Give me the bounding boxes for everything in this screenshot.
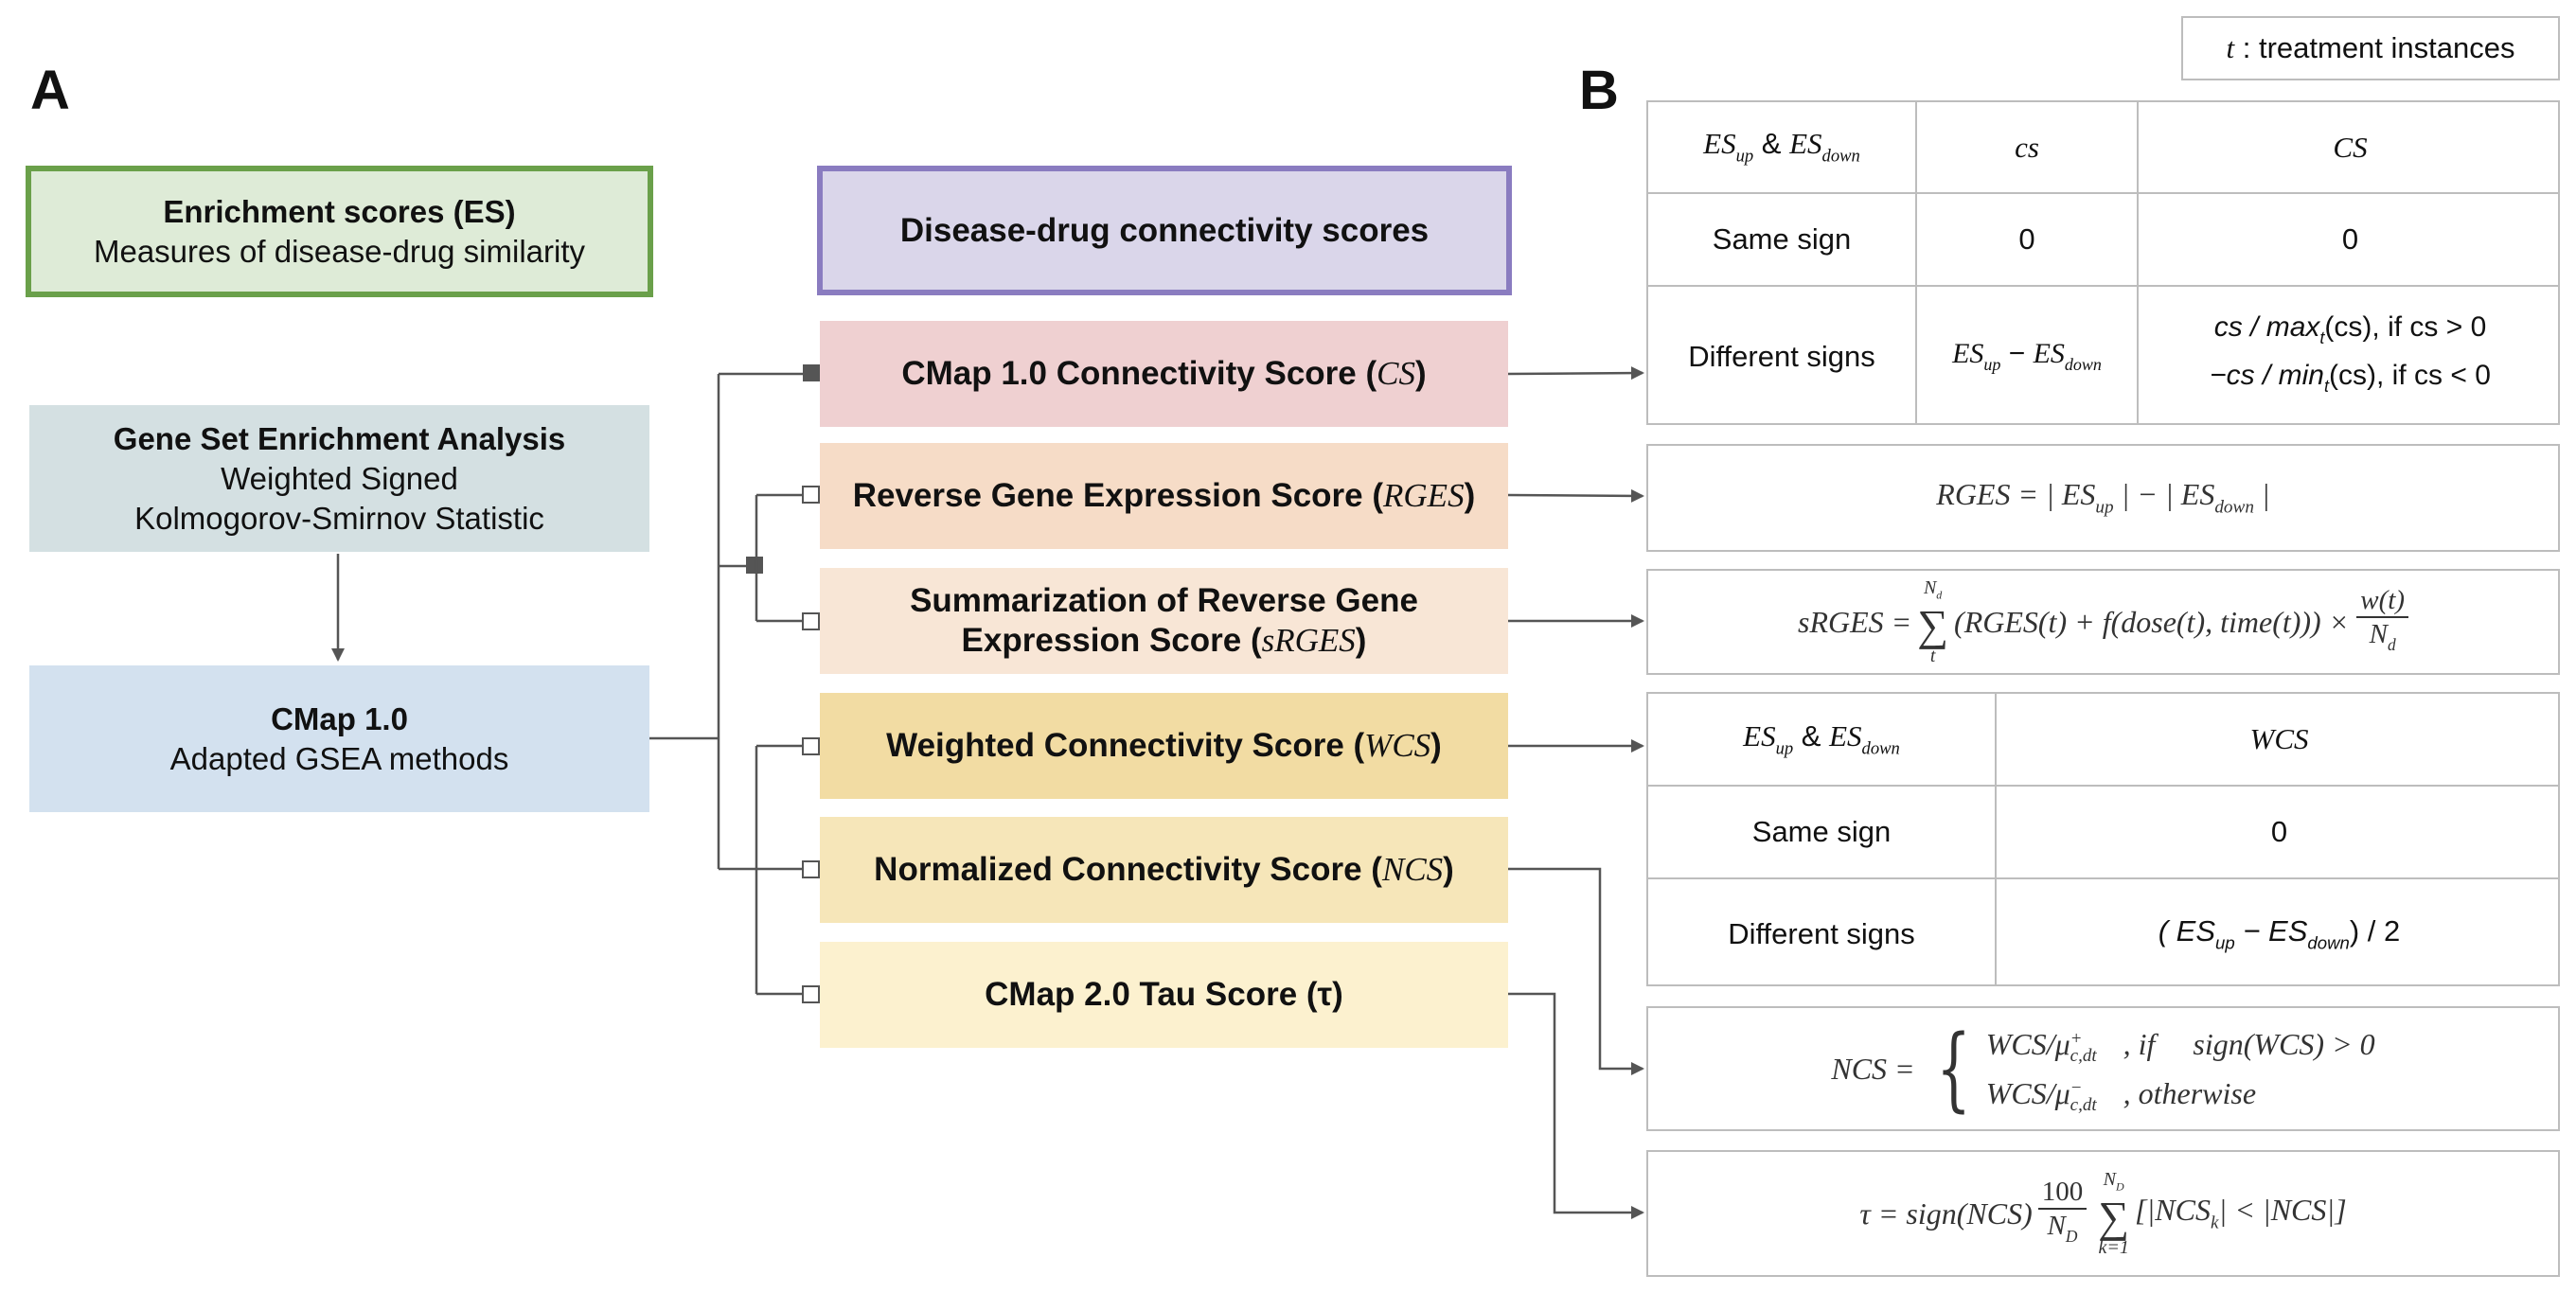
panel-b-label: B bbox=[1579, 60, 1619, 121]
wcs-table-header-es: ESup & ESdown bbox=[1743, 718, 1900, 759]
rges-score-box: Reverse Gene Expression Score (RGES) bbox=[820, 443, 1508, 549]
srges-line1: Summarization of Reverse Gene bbox=[910, 582, 1418, 619]
cs-arrow bbox=[1507, 366, 1644, 381]
legend-text: : treatment instances bbox=[2234, 31, 2515, 64]
panel-a-label: A bbox=[30, 60, 70, 121]
tau-formula-box: τ = sign(NCS) 100 ND ND ∑ k=1 [|NCSk| < … bbox=[1646, 1150, 2560, 1277]
tau-junction bbox=[802, 985, 820, 1003]
wcs-table-diff-sign-label: Different signs bbox=[1728, 916, 1915, 950]
rges-group-junction bbox=[746, 557, 763, 574]
rges-junction bbox=[802, 486, 820, 504]
ncs-arrow bbox=[1508, 867, 1644, 1075]
wcs-junction bbox=[802, 737, 820, 755]
ncs-junction bbox=[802, 860, 820, 878]
wcs-close: ) bbox=[1430, 727, 1442, 764]
cmap-title: CMap 1.0 bbox=[271, 700, 408, 736]
ncs-abbr: NCS bbox=[1381, 851, 1444, 888]
legend-t-symbol: t bbox=[2226, 31, 2235, 64]
wcs-table: ESup & ESdown WCS Same sign 0 Different … bbox=[1646, 692, 2560, 986]
cs-close: ) bbox=[1415, 355, 1427, 392]
cs-table-diff-sign-CS: cs / maxt(cs), if cs > 0 −cs / mint(cs),… bbox=[2210, 310, 2491, 397]
rges-arrow bbox=[1507, 488, 1644, 503]
ncs-name: Normalized Connectivity Score ( bbox=[874, 851, 1382, 888]
cs-junction bbox=[803, 364, 820, 381]
rges-close: ) bbox=[1464, 477, 1476, 514]
wcs-name: Weighted Connectivity Score ( bbox=[886, 727, 1365, 764]
cs-table-same-sign-label: Same sign bbox=[1712, 222, 1852, 256]
enrichment-scores-box: Enrichment scores (ES) Measures of disea… bbox=[26, 166, 653, 297]
tau-name: CMap 2.0 Tau Score ( bbox=[985, 976, 1318, 1013]
gsea-box: Gene Set Enrichment Analysis Weighted Si… bbox=[29, 405, 649, 552]
srges-abbr: sRGES bbox=[1261, 622, 1356, 659]
srges-close: ) bbox=[1355, 622, 1367, 659]
rges-abbr: RGES bbox=[1383, 477, 1465, 514]
treatment-legend: t : treatment instances bbox=[2181, 16, 2560, 80]
ncs-formula-box: NCS = { WCS/μ + c,dt, if sign(WCS) > 0 WCS… bbox=[1646, 1006, 2560, 1131]
gsea-line2: Weighted Signed bbox=[221, 460, 458, 496]
wcs-abbr: WCS bbox=[1364, 727, 1431, 764]
cs-table-same-sign-cs: 0 bbox=[2018, 222, 2035, 256]
header-title: Disease-drug connectivity scores bbox=[899, 211, 1430, 249]
wcs-table-header-wcs: WCS bbox=[2249, 722, 2309, 755]
srges-score-box: Summarization of Reverse Gene Expression… bbox=[820, 568, 1508, 674]
cs-name: CMap 1.0 Connectivity Score ( bbox=[901, 355, 1377, 392]
cs-table-diff-sign-cs: ESup − ESdown bbox=[1952, 338, 2102, 375]
tau-score-box: CMap 2.0 Tau Score (τ) bbox=[820, 942, 1508, 1048]
cs-table-diff-sign-label: Different signs bbox=[1688, 340, 1875, 373]
cmap-box: CMap 1.0 Adapted GSEA methods bbox=[29, 665, 649, 812]
ncs-score-box: Normalized Connectivity Score (NCS) bbox=[820, 817, 1508, 923]
cs-table-header-es: ESup & ESdown bbox=[1703, 127, 1860, 167]
es-title: Enrichment scores (ES) bbox=[163, 193, 516, 229]
tau-abbr: τ bbox=[1317, 976, 1333, 1013]
srges-formula-box: sRGES = Nd ∑ t (RGES(t) + f(dose(t), tim… bbox=[1646, 569, 2560, 675]
wcs-score-box: Weighted Connectivity Score (WCS) bbox=[820, 693, 1508, 799]
cs-table-header-cs-upper: CS bbox=[2333, 130, 2368, 164]
wcs-table-same-sign-label: Same sign bbox=[1751, 815, 1892, 848]
es-subtitle: Measures of disease-drug similarity bbox=[93, 233, 586, 269]
gsea-title: Gene Set Enrichment Analysis bbox=[113, 420, 566, 456]
cs-abbr: CS bbox=[1377, 355, 1415, 392]
tau-close: ) bbox=[1332, 976, 1343, 1013]
cs-table-same-sign-CS: 0 bbox=[2341, 222, 2359, 256]
connectivity-scores-header: Disease-drug connectivity scores bbox=[817, 166, 1512, 295]
gsea-line3: Kolmogorov-Smirnov Statistic bbox=[134, 500, 544, 536]
srges-name: Expression Score ( bbox=[961, 622, 1262, 659]
rges-formula-box: RGES = | ESup | − | ESdown | bbox=[1646, 444, 2560, 552]
tau-arrow bbox=[1508, 992, 1644, 1219]
cmap-subtitle: Adapted GSEA methods bbox=[169, 740, 509, 776]
rges-name: Reverse Gene Expression Score ( bbox=[852, 477, 1384, 514]
wcs-table-same-sign-value: 0 bbox=[2270, 815, 2288, 848]
cs-table: ESup & ESdown cs CS Same sign 0 0 Differ… bbox=[1646, 100, 2560, 425]
wcs-table-diff-sign-value: ( ESup − ESdown) / 2 bbox=[2158, 913, 2401, 953]
srges-junction bbox=[802, 612, 820, 630]
cs-score-box: CMap 1.0 Connectivity Score (CS) bbox=[820, 321, 1508, 427]
cs-table-header-cs-lower: cs bbox=[2015, 130, 2039, 164]
ncs-close: ) bbox=[1443, 851, 1454, 888]
